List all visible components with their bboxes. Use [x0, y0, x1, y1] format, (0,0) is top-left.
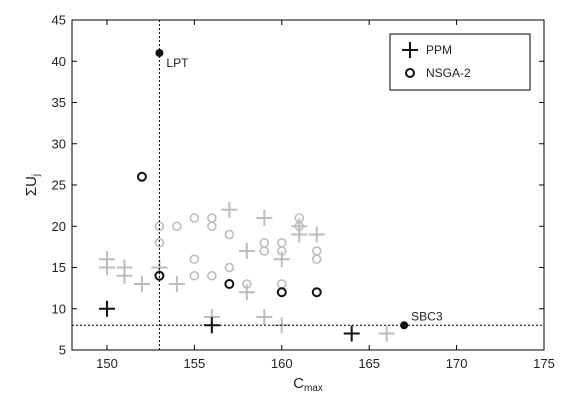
x-axis-title-main: C	[293, 375, 304, 392]
background-circle-point	[276, 237, 287, 248]
background-plus-point	[256, 309, 273, 325]
y-tick-label: 5	[59, 343, 66, 358]
y-axis-title: ΣUj	[23, 174, 42, 196]
x-axis-ticks: 150 155 160 165 170 175	[96, 20, 555, 371]
background-circle-point	[207, 213, 217, 223]
x-tick-label: 155	[184, 356, 206, 371]
background-circle-point	[259, 237, 270, 248]
ppm-point	[203, 317, 220, 334]
legend-box	[389, 33, 531, 91]
background-plus-point	[378, 325, 395, 342]
background-plus-point	[238, 243, 255, 259]
background-circle-point	[224, 262, 235, 273]
annotations: LPT SBC3	[166, 56, 442, 323]
background-plus-point	[308, 226, 325, 243]
background-circle-point	[207, 221, 217, 232]
background-plus-point	[273, 251, 290, 268]
background-plus-point	[98, 259, 115, 276]
x-tick-label: 170	[446, 356, 468, 371]
background-circle-point	[189, 254, 200, 265]
background-circle-point	[154, 221, 165, 232]
nsga2-point	[224, 279, 235, 289]
reference-point	[400, 321, 409, 330]
y-tick-label: 10	[52, 301, 66, 316]
y-tick-label: 30	[52, 136, 66, 151]
legend-ppm-icon	[402, 42, 418, 58]
y-tick-label: 20	[52, 219, 66, 234]
background-circle-point	[172, 221, 182, 232]
legend-label-ppm: PPM	[426, 43, 452, 57]
y-tick-label: 40	[52, 54, 66, 69]
x-tick-label: 165	[358, 356, 380, 371]
nsga2-point	[136, 171, 147, 182]
background-circle-point	[311, 254, 322, 265]
front-marks	[98, 49, 409, 342]
ppm-point	[343, 325, 360, 342]
legend: PPM NSGA-2	[389, 33, 531, 91]
background-circle-point	[276, 279, 287, 289]
annotation-label: SBC3	[411, 309, 443, 323]
background-circle-point	[276, 246, 287, 256]
nsga2-point	[276, 287, 287, 298]
y-tick-label: 45	[52, 13, 66, 28]
background-plus-point	[256, 210, 273, 226]
background-plus-point	[116, 267, 133, 284]
background-circle-point	[311, 246, 322, 256]
background-plus-point	[168, 276, 185, 292]
x-tick-label: 150	[96, 356, 118, 371]
background-circle-point	[294, 221, 305, 232]
background-circle-point	[189, 213, 200, 223]
y-tick-label: 15	[52, 260, 66, 275]
x-tick-label: 160	[271, 356, 293, 371]
background-plus-point	[291, 226, 308, 243]
background-circle-point	[189, 270, 200, 281]
x-axis-title-sub: max	[304, 383, 323, 394]
y-axis-title-main: ΣU	[23, 176, 40, 196]
nsga2-point	[154, 270, 165, 281]
nsga2-point	[311, 287, 322, 298]
y-tick-label: 25	[52, 178, 66, 193]
background-plus-point	[133, 276, 150, 292]
legend-nsga2-icon	[405, 68, 415, 78]
background-plus-point	[238, 284, 255, 301]
ppm-point	[98, 300, 115, 317]
y-axis-ticks: 5 10 15 20 25 30 35 40 45	[52, 13, 544, 358]
background-circle-point	[224, 229, 235, 240]
background-plus-point	[221, 201, 238, 218]
x-tick-label: 175	[533, 356, 555, 371]
x-axis-title: Cmax	[293, 375, 323, 394]
background-marks	[98, 201, 395, 342]
background-circle-point	[259, 246, 270, 256]
reference-point	[155, 49, 164, 57]
background-circle-point	[154, 237, 165, 248]
y-axis-title-sub: j	[31, 174, 42, 177]
background-circle-point	[242, 279, 252, 289]
reference-lines	[72, 20, 544, 350]
background-circle-point	[207, 270, 217, 281]
annotation-label: LPT	[166, 56, 189, 70]
legend-label-nsga2: NSGA-2	[426, 66, 471, 80]
y-tick-label: 35	[52, 95, 66, 110]
